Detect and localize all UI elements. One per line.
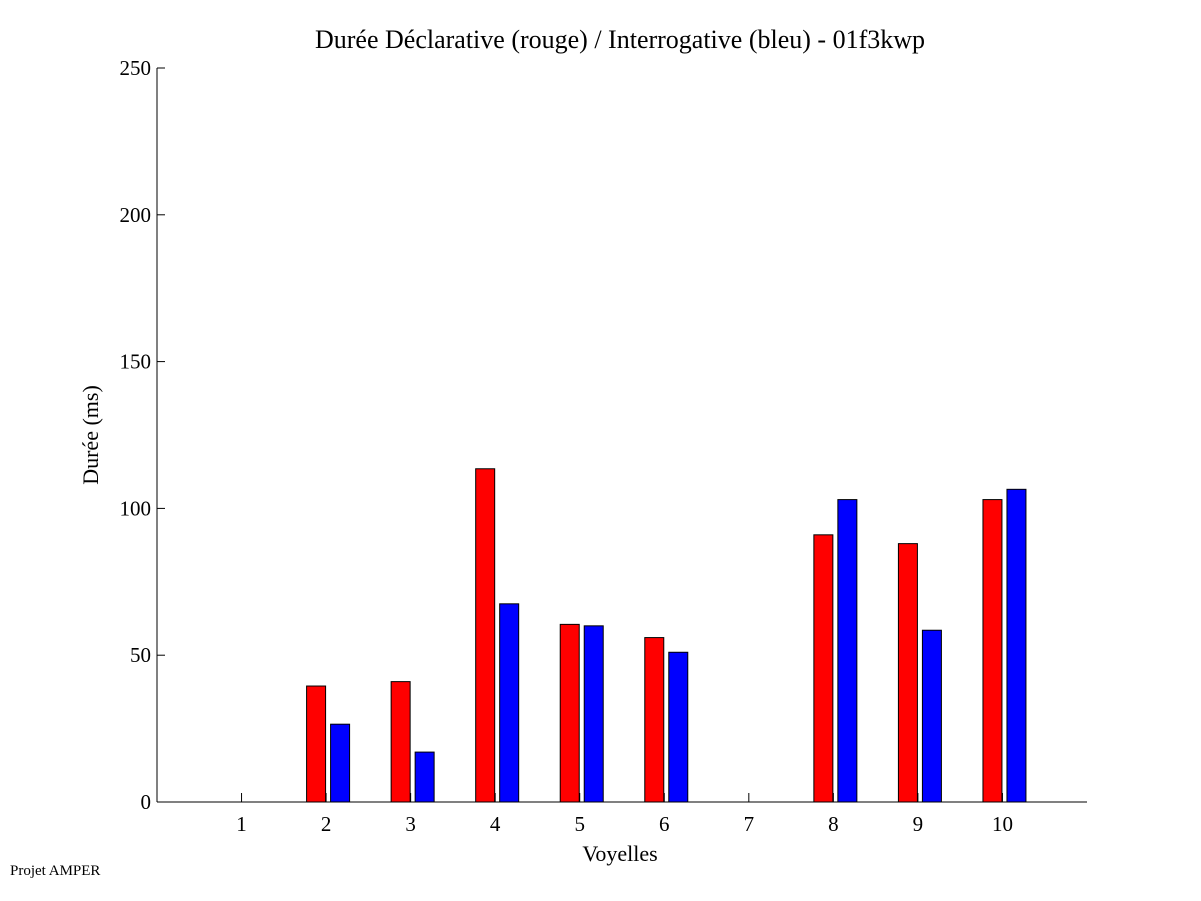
bar-declarative (306, 685, 327, 803)
y-tick-label: 200 (120, 203, 152, 227)
bar-declarative (897, 543, 918, 803)
bar-interrogative (330, 723, 351, 803)
x-tick-label: 2 (321, 812, 332, 836)
bar-declarative (559, 623, 580, 803)
bar-interrogative (583, 625, 604, 803)
x-tick-label: 1 (236, 812, 247, 836)
bar-declarative (475, 468, 496, 803)
bar-interrogative (921, 629, 942, 803)
x-tick-label: 3 (405, 812, 416, 836)
x-tick-label: 5 (574, 812, 585, 836)
footer-credit: Projet AMPER (10, 863, 101, 879)
x-tick-label: 10 (992, 812, 1013, 836)
y-tick-label: 50 (130, 643, 151, 667)
y-tick-label: 150 (120, 350, 152, 374)
y-tick-label: 250 (120, 56, 152, 80)
x-tick-label: 8 (828, 812, 839, 836)
bar-declarative (982, 499, 1003, 803)
x-axis-label: Voyelles (582, 841, 657, 866)
bar-interrogative (1006, 488, 1027, 803)
x-tick-label: 4 (490, 812, 501, 836)
x-tick-label: 7 (744, 812, 755, 836)
bar-declarative (644, 637, 665, 803)
y-tick-label: 0 (141, 790, 152, 814)
bar-interrogative (837, 499, 858, 803)
y-axis-label: Durée (ms) (78, 385, 103, 485)
bar-declarative (813, 534, 834, 803)
chart-title: Durée Déclarative (rouge) / Interrogativ… (315, 25, 925, 54)
bar-declarative (390, 681, 411, 803)
plot-area: 0 50 100 150 200 250 1 2 3 4 5 6 7 8 9 10 (120, 56, 1087, 836)
x-tick-label: 6 (659, 812, 670, 836)
bar-interrogative (668, 651, 689, 803)
bar-interrogative (499, 603, 520, 803)
x-tick-label: 9 (913, 812, 924, 836)
bar-interrogative (414, 751, 435, 803)
y-tick-label: 100 (120, 496, 152, 520)
